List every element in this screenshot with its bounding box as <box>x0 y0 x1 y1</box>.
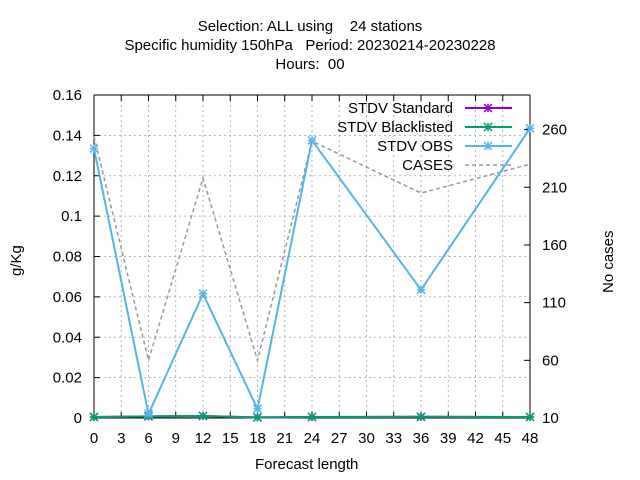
y2-tick-label: 60 <box>542 352 559 369</box>
legend: STDV Standard STDV Blacklisted STDV OBS CAS… <box>337 100 512 174</box>
legend-label-stdv-standard: STDV Standard <box>348 100 453 117</box>
y2-axis-ticks: 10 60 110 160 210 260 <box>524 122 567 427</box>
x-tick-label: 42 <box>467 430 484 447</box>
grid <box>94 95 530 418</box>
y-axis-ticks: 0 0.02 0.04 0.06 0.08 0.1 0.12 0.14 0.16 <box>53 87 100 427</box>
chart-title-line-2: Specific humidity 150hPa Period: 2023021… <box>124 37 496 54</box>
chart-title-line-3: Hours: 00 <box>275 56 345 73</box>
y-tick-label: 0.16 <box>53 87 82 104</box>
x-tick-label: 27 <box>331 430 348 447</box>
x-tick-label: 21 <box>276 430 293 447</box>
y2-tick-label: 110 <box>542 295 566 312</box>
legend-label-stdv-blacklisted: STDV Blacklisted <box>337 119 453 136</box>
x-tick-label: 36 <box>413 430 430 447</box>
y-tick-label: 0.1 <box>61 208 82 225</box>
x-tick-label: 48 <box>522 430 539 447</box>
legend-label-cases: CASES <box>402 157 453 174</box>
x-tick-label: 45 <box>494 430 511 447</box>
x-tick-label: 6 <box>144 430 152 447</box>
x-tick-label: 12 <box>195 430 212 447</box>
y2-axis-label: No cases <box>600 230 617 293</box>
series-cases <box>93 136 531 364</box>
y-axis-label: g/Kg <box>8 245 25 276</box>
y-tick-label: 0.04 <box>53 329 82 346</box>
x-axis-ticks: 0 3 6 9 12 15 18 21 24 27 30 33 36 39 42 45 48 <box>90 95 539 447</box>
x-tick-label: 18 <box>249 430 266 447</box>
series-line-cases <box>93 136 531 364</box>
x-tick-label: 24 <box>304 430 321 447</box>
y2-tick-label: 10 <box>542 410 559 427</box>
y-tick-label: 0.08 <box>53 249 82 266</box>
y-tick-label: 0.02 <box>53 370 82 387</box>
legend-label-stdv-obs: STDV OBS <box>377 138 453 155</box>
y-tick-label: 0 <box>74 410 82 427</box>
x-tick-label: 30 <box>358 430 375 447</box>
y2-tick-label: 260 <box>542 122 567 139</box>
chart-title-line-1: Selection: ALL using 24 stations <box>197 18 423 35</box>
x-tick-label: 15 <box>222 430 239 447</box>
x-tick-label: 39 <box>440 430 457 447</box>
series-stdv-obs <box>89 123 535 419</box>
series-stdv-blacklisted <box>89 411 535 422</box>
x-tick-label: 33 <box>385 430 402 447</box>
y-tick-label: 0.06 <box>53 289 82 306</box>
y2-tick-label: 160 <box>542 237 567 254</box>
series-group <box>89 123 535 422</box>
y-tick-label: 0.14 <box>53 127 82 144</box>
y-tick-label: 0.12 <box>53 168 82 185</box>
x-tick-label: 0 <box>90 430 98 447</box>
x-axis-label: Forecast length <box>255 456 359 473</box>
y2-tick-label: 210 <box>542 179 567 196</box>
x-tick-label: 9 <box>172 430 180 447</box>
x-tick-label: 3 <box>117 430 125 447</box>
